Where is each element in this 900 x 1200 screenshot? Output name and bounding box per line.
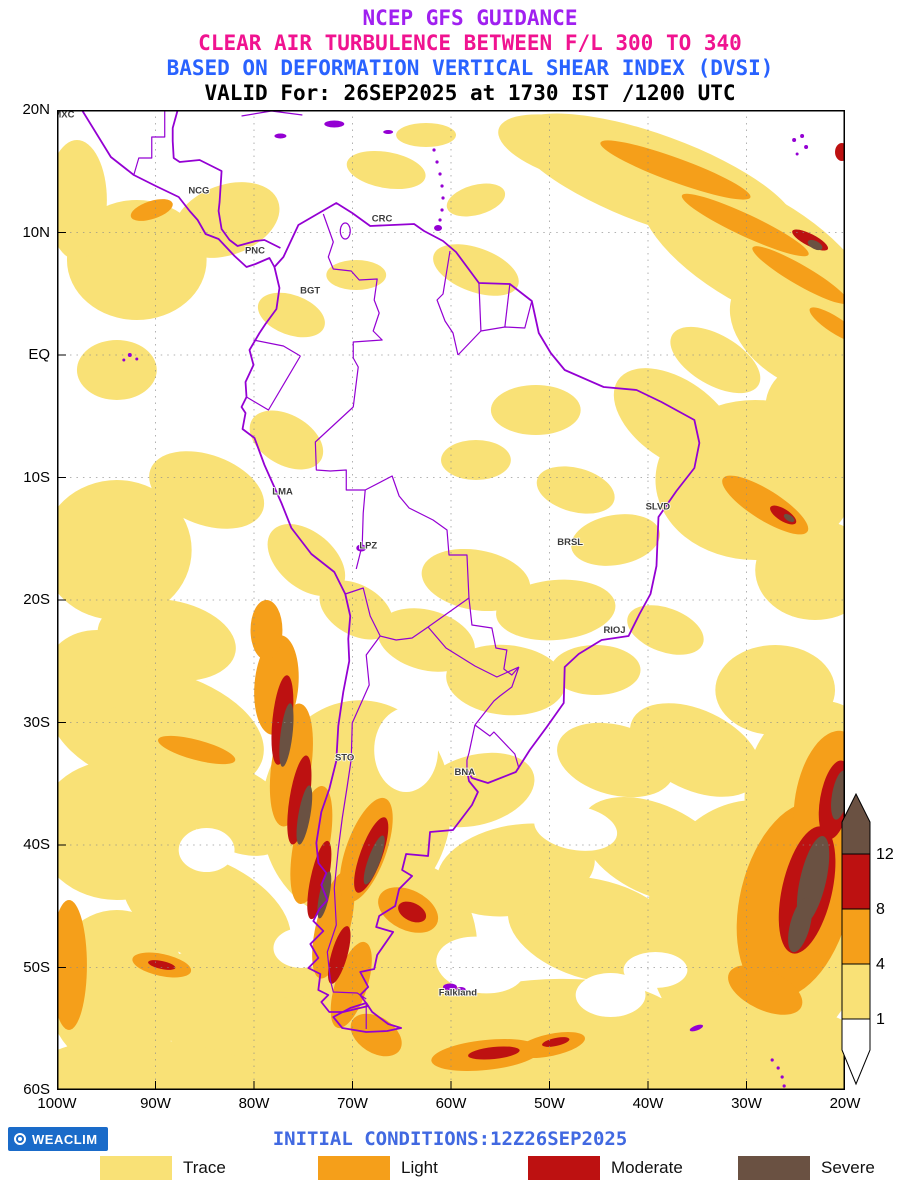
lon-label-80w: 80W [238,1095,270,1112]
city-label-bna: BNA [455,767,476,778]
lat-label-40s: 40S [23,836,50,853]
central-america-caribbean-coast [171,110,281,249]
city-label-bgt: BGT [300,286,320,297]
islands [122,120,809,1088]
legend-label-severe: Severe [821,1158,875,1177]
legend-swatch-light [318,1156,390,1180]
city-label-pnc: PNC [245,245,265,256]
city-label-brsl: BRSL [557,537,583,548]
lat-label-50s: 50S [23,958,50,976]
tierra-del-fuego [332,1002,403,1033]
initial-conditions-text: INITIAL CONDITIONS:12Z26SEP2025 [272,1128,628,1150]
city-label-ncg: NCG [188,185,209,196]
lat-label-20n: 20N [22,101,50,118]
legend-item-trace: Trace [100,1156,226,1180]
legend-label-light: Light [401,1158,438,1177]
colorbar-tick-labels: 12 8 4 1 [876,846,894,1028]
lake-maracaibo [339,222,351,240]
lat-label-eq: EQ [28,346,50,363]
colorbar-tick-8: 8 [876,901,885,918]
lon-label-20w: 20W [829,1095,861,1112]
turbulence-legend: Trace Light Moderate Severe [0,1156,900,1188]
colorbar-tick-1: 1 [876,1011,885,1028]
city-labels: MXC NCG CRC PNC BGT LMA LPZ BRSL SLVD RIOJ STO BNA F… [57,110,671,999]
title-method: BASED ON DEFORMATION VERTICAL SHEAR INDE… [166,56,774,80]
legend-label-moderate: Moderate [611,1158,683,1177]
title-product: CLEAR AIR TURBULENCE BETWEEN F/L 300 TO … [198,31,742,55]
colorbar-severe-cap [841,792,871,855]
colorbar-trace-segment [841,963,871,1020]
lon-label-90w: 90W [140,1095,171,1112]
city-label-lpz: LPZ [359,541,377,552]
map-area: MXC NCG CRC PNC BGT LMA LPZ BRSL SLVD RIOJ STO BNA F… [57,110,845,1090]
lat-label-30s: 30S [23,713,50,731]
weaclim-logo: WEACLIM [8,1127,108,1151]
legend-item-moderate: Moderate [528,1156,683,1180]
lat-label-20s: 20S [23,591,50,608]
city-label-lma: LMA [272,487,293,498]
title-model: NCEP GFS GUIDANCE [362,6,578,30]
city-label-crc: CRC [372,213,393,224]
lon-label-30w: 30W [731,1095,762,1112]
colorbar: 12 8 4 1 [841,792,894,1086]
lon-label-70w: 70W [337,1095,368,1112]
city-label-mxc: MXC [57,110,75,120]
legend-swatch-moderate [528,1156,600,1180]
lon-label-100w: 100W [37,1095,77,1112]
title-valid-time: VALID For: 26SEP2025 at 1730 IST /1200 U… [204,81,736,105]
lat-label-60s: 60S [23,1081,50,1098]
colorbar-none-cap [841,1018,871,1086]
legend-label-trace: Trace [183,1158,226,1177]
lon-label-40w: 40W [632,1095,664,1112]
south-america-coastline [240,202,701,1013]
colorbar-tick-4: 4 [876,956,885,973]
city-label-rioj: RIOJ [603,625,625,636]
city-label-sto: STO [335,752,354,763]
legend-swatch-severe [738,1156,810,1180]
coastlines-and-borders [81,110,809,1088]
colorbar-light-segment [841,908,871,965]
logo-text: WEACLIM [32,1131,98,1147]
cuba-coast-fragment [241,110,303,117]
lon-label-60w: 60W [435,1095,467,1112]
map-frame [57,110,845,1090]
legend-item-light: Light [318,1156,438,1180]
map-canvas: MXC NCG CRC PNC BGT LMA LPZ BRSL SLVD RIOJ STO BNA F… [57,110,845,1090]
lat-label-10n: 10N [22,223,50,241]
lat-label-10s: 10S [23,468,50,486]
legend-swatch-trace [100,1156,172,1180]
lon-label-50w: 50W [534,1095,565,1112]
central-america-pacific-coast [81,110,276,268]
city-label-slvd: SLVD [646,501,671,512]
colorbar-moderate-segment [841,853,871,910]
colorbar-tick-12: 12 [876,846,894,863]
country-borders [133,110,533,1029]
grid-lines [57,110,845,1090]
logo-ring-icon [14,1133,26,1145]
legend-item-severe: Severe [738,1156,875,1180]
shading-gaps [178,708,688,1017]
city-label-falkland: Falkland [439,988,478,999]
chart-titles: NCEP GFS GUIDANCE CLEAR AIR TURBULENCE B… [50,6,890,106]
